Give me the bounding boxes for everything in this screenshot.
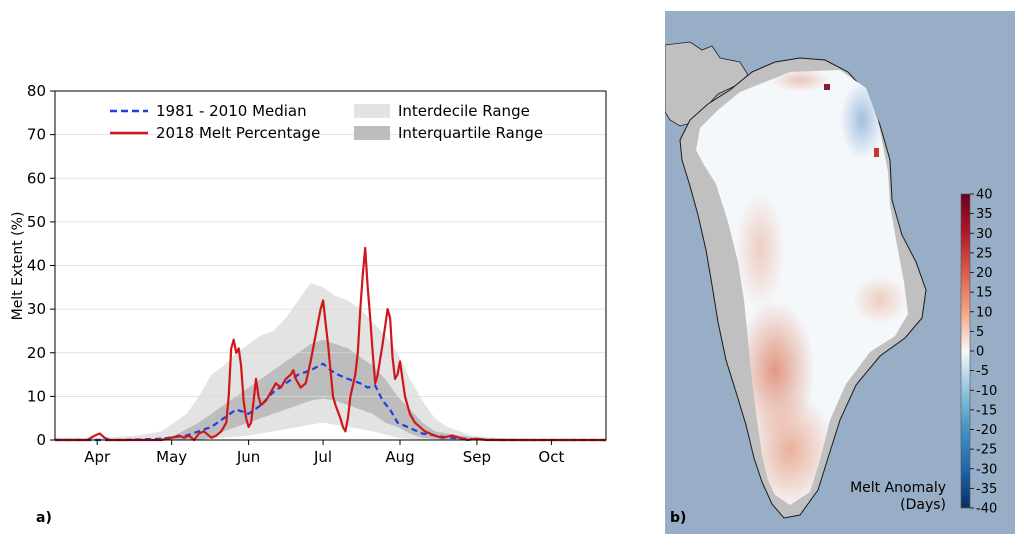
y-tick-label: 40 (27, 257, 46, 275)
x-tick-label: May (156, 448, 187, 466)
panel-b-label: b) (670, 510, 686, 526)
colorbar-tick-label: -10 (976, 384, 997, 399)
colorbar-title-line2: (Days) (900, 497, 946, 513)
y-tick-label: 60 (27, 169, 46, 187)
x-tick-label: Jul (313, 448, 332, 466)
colorbar-tick-label: 15 (976, 286, 993, 301)
legend-median-label: 1981 - 2010 Median (156, 102, 307, 120)
y-tick-label: 10 (27, 387, 46, 405)
y-tick-label: 30 (27, 300, 46, 318)
colorbar-tick-label: -30 (976, 462, 997, 477)
x-ticks: Apr May Jun Jul Aug Sep Oct (84, 440, 564, 466)
series-lines (55, 246, 606, 442)
colorbar-title-line1: Melt Anomaly (850, 480, 946, 496)
legend-interdecile-swatch (354, 104, 390, 118)
x-tick-label: Jun (236, 448, 260, 466)
legend-interquartile-label: Interquartile Range (398, 124, 543, 142)
colorbar-tick-label: -5 (976, 364, 989, 379)
colorbar-tick-label: 10 (976, 305, 993, 320)
y-tick-label: 70 (27, 126, 46, 144)
colorbar-tick-label: -15 (976, 403, 997, 418)
y-tick-label: 0 (36, 431, 46, 449)
colorbar-ticks: 40 35 30 25 20 15 10 5 0 -5 -10 -15 -20 -25 -30 -35 -40 (970, 188, 997, 517)
colorbar-tick-label: -40 (976, 502, 997, 517)
panel-a-label: a) (36, 510, 52, 526)
gridlines (55, 134, 606, 397)
colorbar-tick-label: 25 (976, 246, 993, 261)
colorbar-tick-label: 20 (976, 266, 993, 281)
legend: 1981 - 2010 Median 2018 Melt Percentage … (110, 102, 543, 142)
colorbar-tick-label: 35 (976, 207, 993, 222)
colorbar-tick-label: 5 (976, 325, 984, 340)
colorbar-tick-label: -25 (976, 443, 997, 458)
colorbar-tick-label: -35 (976, 482, 997, 497)
legend-interquartile-swatch (354, 126, 390, 140)
colorbar (960, 193, 971, 509)
colorbar-tick-label: -20 (976, 423, 997, 438)
y-axis-label: Melt Extent (%) (10, 212, 26, 321)
y-tick-label: 50 (27, 213, 46, 231)
y-ticks: 0 10 20 30 40 50 60 70 80 (27, 82, 55, 449)
anomaly-hotspot (874, 148, 879, 157)
melt-2018-line (55, 246, 606, 442)
colorbar-tick-label: 0 (976, 345, 984, 360)
x-tick-label: Apr (84, 448, 111, 466)
x-tick-label: Sep (463, 448, 491, 466)
y-tick-label: 20 (27, 344, 46, 362)
band-interquartile (55, 339, 606, 440)
x-tick-label: Oct (538, 448, 564, 466)
y-tick-label: 80 (27, 82, 46, 100)
colorbar-tick-label: 30 (976, 227, 993, 242)
colorbar-tick-label: 40 (976, 188, 993, 203)
legend-2018-label: 2018 Melt Percentage (156, 124, 320, 142)
x-tick-label: Aug (385, 448, 414, 466)
legend-interdecile-label: Interdecile Range (398, 102, 530, 120)
melt-anomaly-map: 4035302520151050-5-10-15-20-25-30-35-40 … (665, 11, 1015, 534)
anomaly-hotspot (824, 84, 830, 90)
ice-sheet (696, 70, 908, 505)
